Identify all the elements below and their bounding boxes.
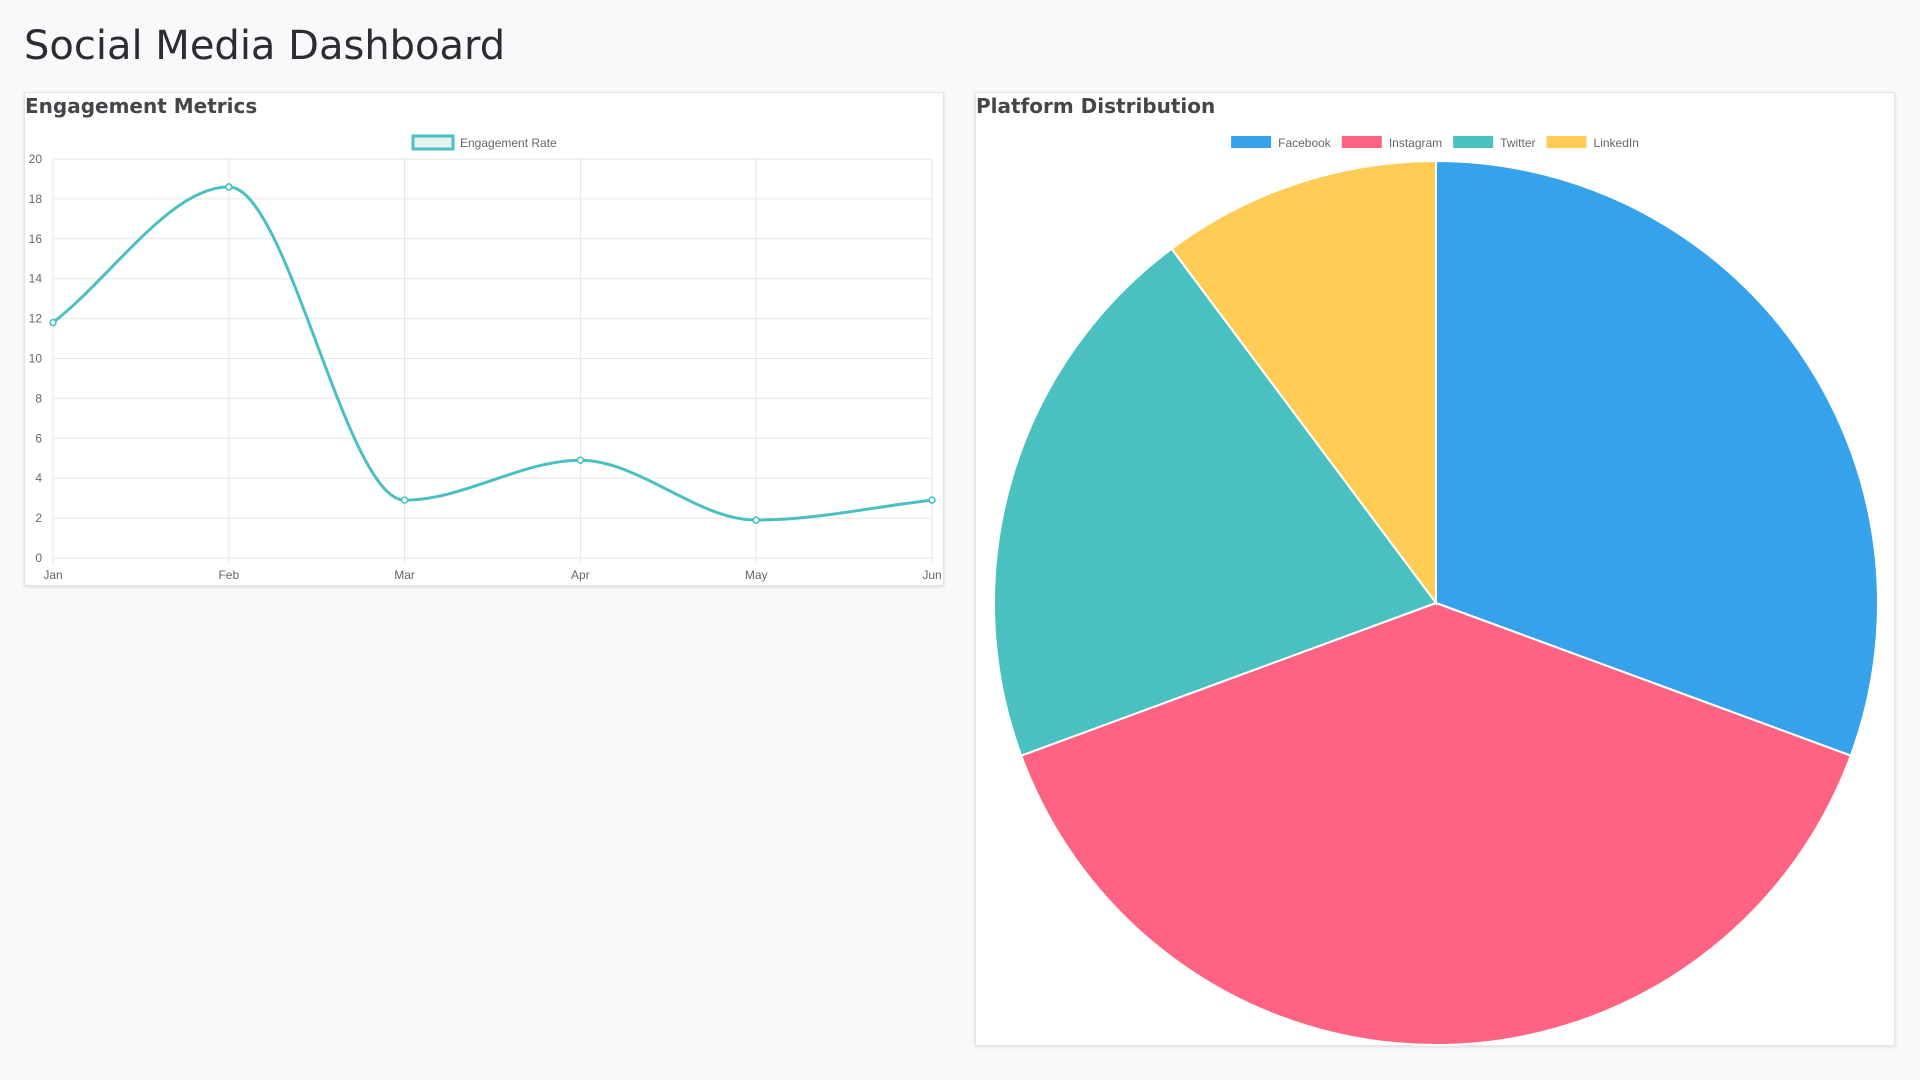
y-tick-label: 2 (35, 511, 42, 525)
legend-swatch (1231, 136, 1272, 148)
y-tick-label: 0 (35, 551, 42, 565)
platform-distribution-card: Platform Distribution Facebook Instagram T… (975, 92, 1895, 1046)
legend-item-engagement-rate[interactable]: Engagement Rate (411, 134, 557, 151)
legend-swatch (411, 134, 455, 151)
engagement-card-title: Engagement Metrics (25, 94, 258, 118)
legend-label: Instagram (1389, 136, 1442, 150)
data-point-mar[interactable] (400, 496, 409, 504)
legend-label: LinkedIn (1594, 136, 1639, 150)
engagement-line-chart: Engagement Rate 0 2 4 6 8 10 12 14 16 18 20 Jan Feb… (29, 134, 942, 582)
legend-swatch (1341, 136, 1382, 148)
x-tick-label: May (745, 568, 768, 582)
data-point-jun[interactable] (928, 496, 936, 504)
legend-swatch (1546, 136, 1587, 148)
y-tick-label: 16 (29, 232, 43, 246)
engagement-rate-line (52, 185, 933, 522)
legend-item-instagram[interactable]: Instagram (1341, 136, 1442, 150)
pie-slice-linkedin[interactable] (1170, 159, 1437, 607)
y-tick-label: 18 (29, 192, 43, 206)
x-tick-label: Jan (43, 568, 62, 582)
engagement-metrics-card: Engagement Metrics Engagement Rate 0 2 4 6 8… (24, 92, 944, 586)
x-tick-label: Jun (922, 568, 941, 582)
data-point-apr[interactable] (576, 456, 585, 464)
legend-item-twitter[interactable]: Twitter (1453, 136, 1536, 150)
x-tick-label: Feb (218, 568, 239, 582)
legend-label: Twitter (1500, 136, 1535, 150)
pie-slice-twitter[interactable] (993, 247, 1438, 757)
distribution-card-title: Platform Distribution (976, 94, 1216, 118)
y-tick-label: 12 (29, 312, 43, 326)
y-tick-label: 4 (35, 471, 42, 485)
y-tick-label: 14 (29, 272, 43, 286)
pie-slice-facebook[interactable] (1435, 159, 1879, 757)
data-point-may[interactable] (752, 516, 760, 524)
y-tick-label: 6 (35, 431, 42, 445)
x-tick-label: Apr (571, 568, 590, 582)
y-tick-label: 8 (35, 391, 42, 405)
legend-item-linkedin[interactable]: LinkedIn (1546, 136, 1639, 150)
platform-pie-chart: Facebook Instagram Twitter LinkedIn (993, 136, 1879, 1046)
data-point-jan[interactable] (49, 318, 57, 327)
page-title: Social Media Dashboard (24, 23, 506, 69)
legend-swatch (1453, 136, 1494, 148)
legend-label: Facebook (1278, 136, 1332, 150)
x-tick-label: Mar (394, 568, 415, 582)
legend-label: Engagement Rate (460, 136, 557, 150)
y-tick-label: 20 (29, 152, 43, 166)
legend-item-facebook[interactable]: Facebook (1231, 136, 1332, 150)
data-point-feb[interactable] (225, 183, 233, 191)
pie-slice-instagram[interactable] (1019, 601, 1853, 1046)
y-tick-label: 10 (29, 352, 43, 366)
